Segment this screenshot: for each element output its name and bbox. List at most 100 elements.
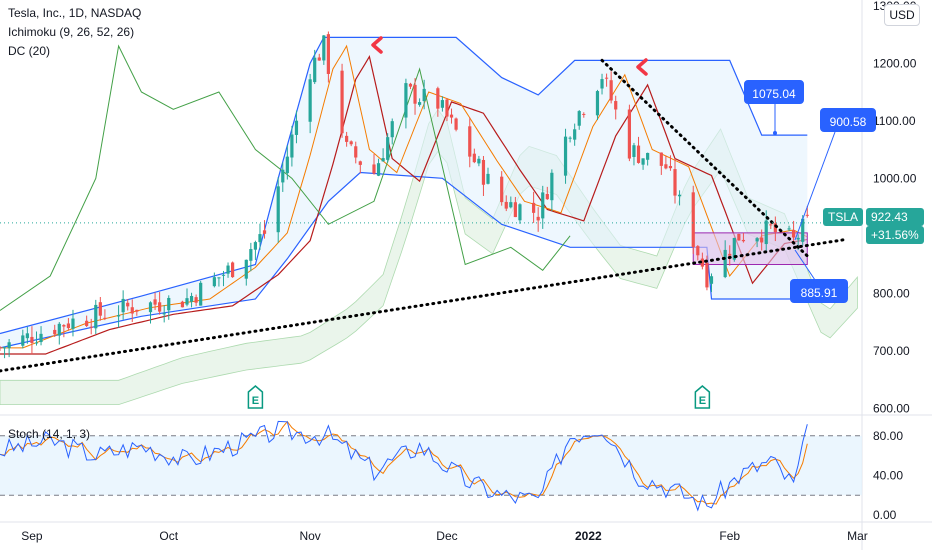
ichimoku-lagging-span (0, 44, 571, 311)
candle-body (21, 335, 25, 346)
earnings-label: E (699, 395, 706, 407)
trendline-support (0, 238, 846, 373)
candle-body (340, 70, 344, 134)
candle-body (345, 135, 349, 142)
candle-body (89, 326, 93, 328)
candle-body (71, 318, 75, 329)
candle-body (627, 109, 631, 159)
legend-ichimoku[interactable]: Ichimoku (9, 26, 52, 26) (8, 25, 135, 39)
candle-body (167, 297, 171, 311)
callout-low-connector (794, 249, 816, 281)
candle-body (281, 169, 285, 183)
currency-button[interactable]: USD (884, 4, 920, 26)
candle-body (226, 265, 230, 274)
candle-body (486, 173, 490, 184)
candle-body (413, 84, 417, 104)
candle-body (249, 249, 253, 261)
candle-body (577, 111, 581, 126)
ichimoku-conversion-line (0, 44, 808, 349)
candle-body (189, 295, 194, 302)
candle-body (376, 163, 381, 176)
candle-body (773, 223, 777, 233)
candle-body (153, 299, 157, 305)
price-tick-label: 1000.00 (873, 171, 917, 185)
cloud-area (0, 108, 858, 405)
ichimoku-cloud (0, 108, 858, 405)
candle-body (313, 57, 317, 83)
stoch-band-fill (0, 435, 862, 496)
candle-body (449, 114, 454, 118)
trendline-resistance (600, 58, 809, 258)
candle-body (504, 201, 508, 209)
candle-body (477, 158, 481, 164)
candle-body (536, 216, 540, 221)
candle-body (791, 230, 796, 238)
candle-body (290, 134, 294, 158)
candle-body (440, 100, 445, 108)
candle-body (381, 158, 385, 162)
stochastic-panel (0, 420, 862, 512)
candle-body (322, 35, 326, 61)
ichimoku-lines (0, 44, 808, 355)
candle-body (454, 118, 458, 130)
candle-body (728, 253, 732, 256)
candle-body (700, 258, 704, 267)
candle-body (358, 161, 362, 165)
price-tick-label: 700.00 (873, 344, 910, 358)
candle-body (212, 277, 216, 287)
candle-body (568, 137, 572, 139)
candle-body (500, 176, 504, 203)
candle-body (445, 99, 449, 117)
candle-body (755, 238, 759, 242)
candle-body (317, 57, 321, 61)
candle-body (513, 202, 517, 218)
candle-body (518, 204, 522, 221)
candle-body (805, 214, 809, 216)
candle-body (741, 239, 746, 242)
candle-body (705, 262, 709, 288)
candle-body (509, 202, 513, 208)
stoch-tick-label: 80.00 (873, 429, 903, 443)
candle-body (66, 323, 71, 329)
candle-body (262, 230, 267, 234)
price-tick-label: 1100.00 (873, 114, 916, 128)
candle-body (796, 237, 800, 240)
candle-body (582, 113, 586, 115)
legend-stoch[interactable]: Stoch (14, 1, 3) (8, 427, 91, 441)
ichimoku-base-line (0, 54, 808, 355)
candle-body (641, 158, 645, 165)
candle-body (673, 169, 677, 196)
candle-body (787, 228, 791, 230)
candle-body (386, 137, 390, 160)
candle-body (25, 333, 29, 339)
candle-body (258, 234, 262, 243)
candle-body (253, 242, 258, 250)
candle-body (696, 246, 700, 256)
candle-body (422, 88, 426, 102)
donchian-upper (0, 36, 808, 335)
candle-body (614, 101, 618, 110)
earnings-label: E (252, 395, 259, 407)
candle-body (573, 129, 577, 140)
candle-body (404, 83, 408, 118)
time-tick-label: 2022 (575, 529, 602, 543)
candle-body (199, 282, 203, 306)
candle-body (390, 121, 394, 138)
legend-dc[interactable]: DC (20) (8, 44, 51, 58)
candle-body (85, 320, 89, 326)
candle-body (436, 88, 440, 109)
candle-body (801, 218, 805, 242)
legend-symbol[interactable]: Tesla, Inc., 1D, NASDAQ (8, 6, 142, 20)
candle-body (121, 298, 125, 313)
candle-body (532, 202, 536, 213)
candle-body (244, 259, 248, 279)
candle-body (34, 342, 39, 344)
candle-body (468, 126, 472, 157)
candle-body (609, 80, 613, 101)
candle-body (130, 307, 134, 314)
candle-body (7, 342, 11, 349)
candle-body (709, 276, 714, 284)
candle-body (276, 186, 280, 233)
candle-body (604, 77, 609, 79)
